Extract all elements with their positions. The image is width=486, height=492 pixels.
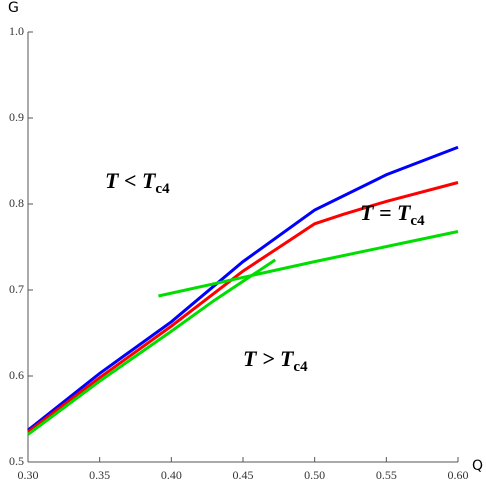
annotation: T < Tc4 — [105, 168, 170, 197]
annotation-subscript: c4 — [410, 213, 425, 229]
y-tick-label: 0.7 — [9, 282, 24, 296]
x-tick-label: 0.55 — [376, 468, 397, 482]
y-tick-label: 1.0 — [9, 24, 24, 38]
annotation-subscript: c4 — [293, 359, 308, 375]
curve — [27, 258, 277, 436]
x-tick-label: 0.35 — [89, 468, 110, 482]
y-tick-label: 0.5 — [9, 454, 24, 468]
curve — [27, 181, 459, 434]
y-tick-label: 0.6 — [9, 368, 24, 382]
x-axis-label: Q — [472, 458, 483, 474]
x-tick-label: 0.40 — [161, 468, 182, 482]
annotation-text: T = T — [360, 200, 412, 225]
x-tick-label: 0.30 — [18, 468, 39, 482]
annotation-text: T < T — [105, 168, 157, 193]
curve — [158, 230, 459, 298]
annotation-subscript: c4 — [155, 181, 170, 197]
annotation: T = Tc4 — [360, 200, 425, 229]
annotation: T > Tc4 — [243, 346, 308, 375]
x-tick-label: 0.45 — [233, 468, 254, 482]
annotation-text: T > T — [243, 346, 295, 371]
x-tick-label: 0.60 — [448, 468, 469, 482]
y-tick-label: 0.9 — [9, 110, 24, 124]
x-tick-label: 0.50 — [304, 468, 325, 482]
y-tick-label: 0.8 — [9, 196, 24, 210]
curve — [27, 145, 459, 432]
y-axis-label: G — [8, 0, 19, 16]
